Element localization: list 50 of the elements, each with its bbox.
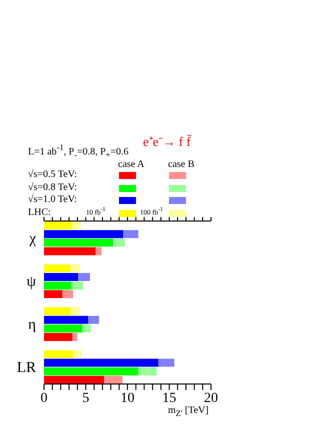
- bar: [72, 282, 84, 290]
- bar: [44, 307, 71, 316]
- x-tick-label: 20: [204, 390, 218, 406]
- x-axis-title: m$_{Z'}$ [TeV]: [168, 405, 209, 418]
- bar: [113, 238, 125, 247]
- bar: [72, 222, 81, 230]
- bar: [73, 350, 82, 358]
- y-tick-label: ψ: [26, 274, 37, 290]
- chart-title: e⁺e⁻→ f f̄: [143, 133, 191, 150]
- text: case B: [168, 159, 194, 170]
- text: √s=1.0 TeV:: [28, 194, 77, 205]
- bar: [44, 222, 72, 230]
- x-tick-label: 0: [40, 390, 48, 406]
- bar: [44, 376, 104, 384]
- text: √s=0.8 TeV:: [28, 182, 77, 192]
- bar: [123, 230, 138, 238]
- bar: [44, 230, 124, 238]
- bar: [138, 367, 157, 376]
- bar: [62, 290, 74, 298]
- y-tick-label: η: [28, 316, 36, 333]
- bar: [44, 264, 71, 272]
- bar: [44, 290, 62, 298]
- bar: [78, 272, 90, 281]
- bar: [44, 358, 158, 367]
- bar: [70, 307, 80, 316]
- bar: [104, 376, 122, 384]
- bar: [44, 272, 78, 281]
- text: LHC:: [28, 206, 51, 218]
- bar: [82, 324, 91, 332]
- x-tick-label: 5: [82, 390, 90, 406]
- bar: [88, 316, 100, 324]
- text: L=1 ab$^{-1}$, P$_{-}$=0.8, P$_{+}$=0.6: [28, 143, 129, 160]
- bar: [44, 282, 72, 290]
- bar: [44, 324, 82, 332]
- bar: [72, 333, 78, 342]
- bar: [44, 367, 138, 376]
- y-tick-label: LR: [16, 360, 36, 376]
- bar: [70, 264, 80, 272]
- bar: [44, 238, 114, 247]
- bar: [158, 358, 174, 367]
- bar: [44, 350, 74, 358]
- text: case A: [118, 159, 144, 170]
- bar: [96, 247, 102, 256]
- text: √s=0.5 TeV:: [28, 169, 77, 180]
- y-tick-label: χ: [28, 231, 36, 248]
- x-tick-label: 15: [162, 390, 176, 406]
- bar: [44, 333, 72, 342]
- bar: [44, 247, 96, 256]
- x-tick-label: 10: [120, 390, 134, 406]
- bar: [44, 316, 88, 324]
